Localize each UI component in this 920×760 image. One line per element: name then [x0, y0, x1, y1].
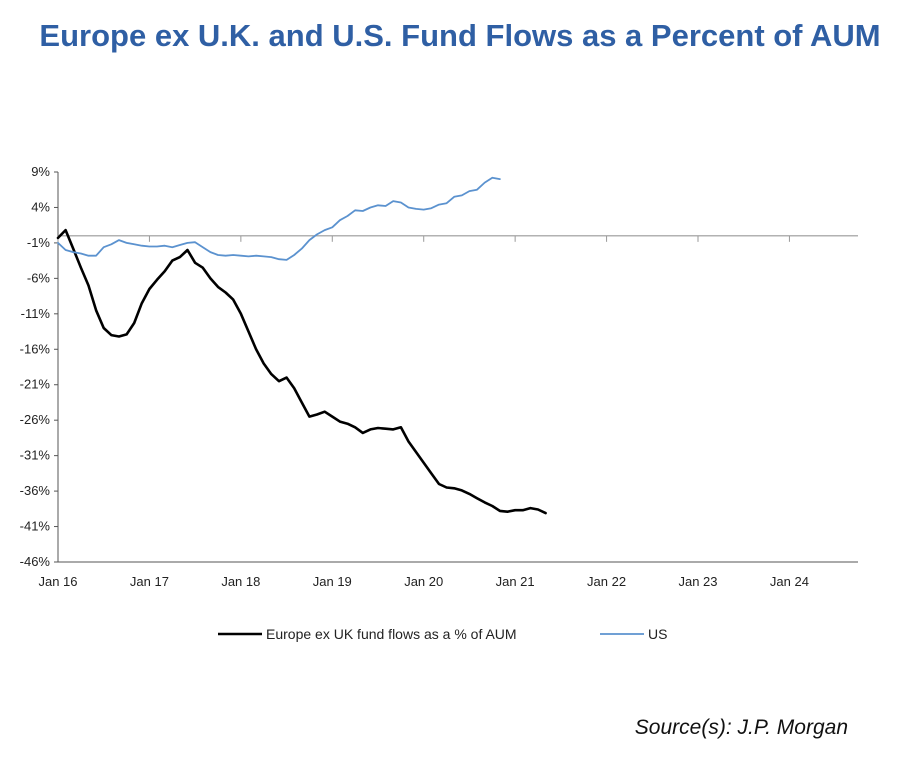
- x-tick-label: Jan 17: [130, 574, 169, 589]
- x-tick-label: Jan 21: [496, 574, 535, 589]
- y-tick-label: 9%: [31, 164, 50, 179]
- y-tick-label: -6%: [27, 270, 51, 285]
- x-tick-label: Jan 19: [313, 574, 352, 589]
- y-axis: 9% 4% -1% -6% -11% -16% -21% -26% -31% -36% -41% -4…: [20, 164, 59, 569]
- series-line-europe: [56, 228, 547, 515]
- x-tick-label: Jan 18: [221, 574, 260, 589]
- y-tick-label: -26%: [20, 412, 51, 427]
- source-note: Source(s): J.P. Morgan: [634, 716, 848, 739]
- legend-label-europe: Europe ex UK fund flows as a % of AUM: [266, 626, 517, 642]
- y-tick-label: -11%: [21, 306, 51, 321]
- y-tick-label: -46%: [20, 554, 51, 569]
- x-tick-label: Jan 23: [678, 574, 717, 589]
- series-line-us: [57, 176, 501, 261]
- x-tick-label: Jan 16: [38, 574, 77, 589]
- x-tick-label: Jan 20: [404, 574, 443, 589]
- chart-title: Europe ex U.K. and U.S. Fund Flows as a …: [39, 18, 881, 53]
- legend: Europe ex UK fund flows as a % of AUM US: [218, 626, 667, 642]
- y-tick-label: -41%: [20, 519, 51, 534]
- x-tick-label: Jan 24: [770, 574, 809, 589]
- y-tick-label: -21%: [20, 377, 51, 392]
- y-tick-label: -36%: [20, 483, 51, 498]
- y-tick-label: -1%: [27, 235, 51, 250]
- series-lines: [56, 176, 547, 515]
- y-tick-label: -31%: [20, 448, 51, 463]
- legend-label-us: US: [648, 626, 667, 642]
- x-axis: Jan 16 Jan 17 Jan 18 Jan 19 Jan 20 Jan 21 Jan …: [38, 235, 858, 589]
- line-chart: 9% 4% -1% -6% -11% -16% -21% -26% -31% -36% -41% -4…: [20, 164, 858, 642]
- y-tick-label: -16%: [20, 341, 51, 356]
- x-tick-label: Jan 22: [587, 574, 626, 589]
- y-tick-label: 4%: [31, 199, 50, 214]
